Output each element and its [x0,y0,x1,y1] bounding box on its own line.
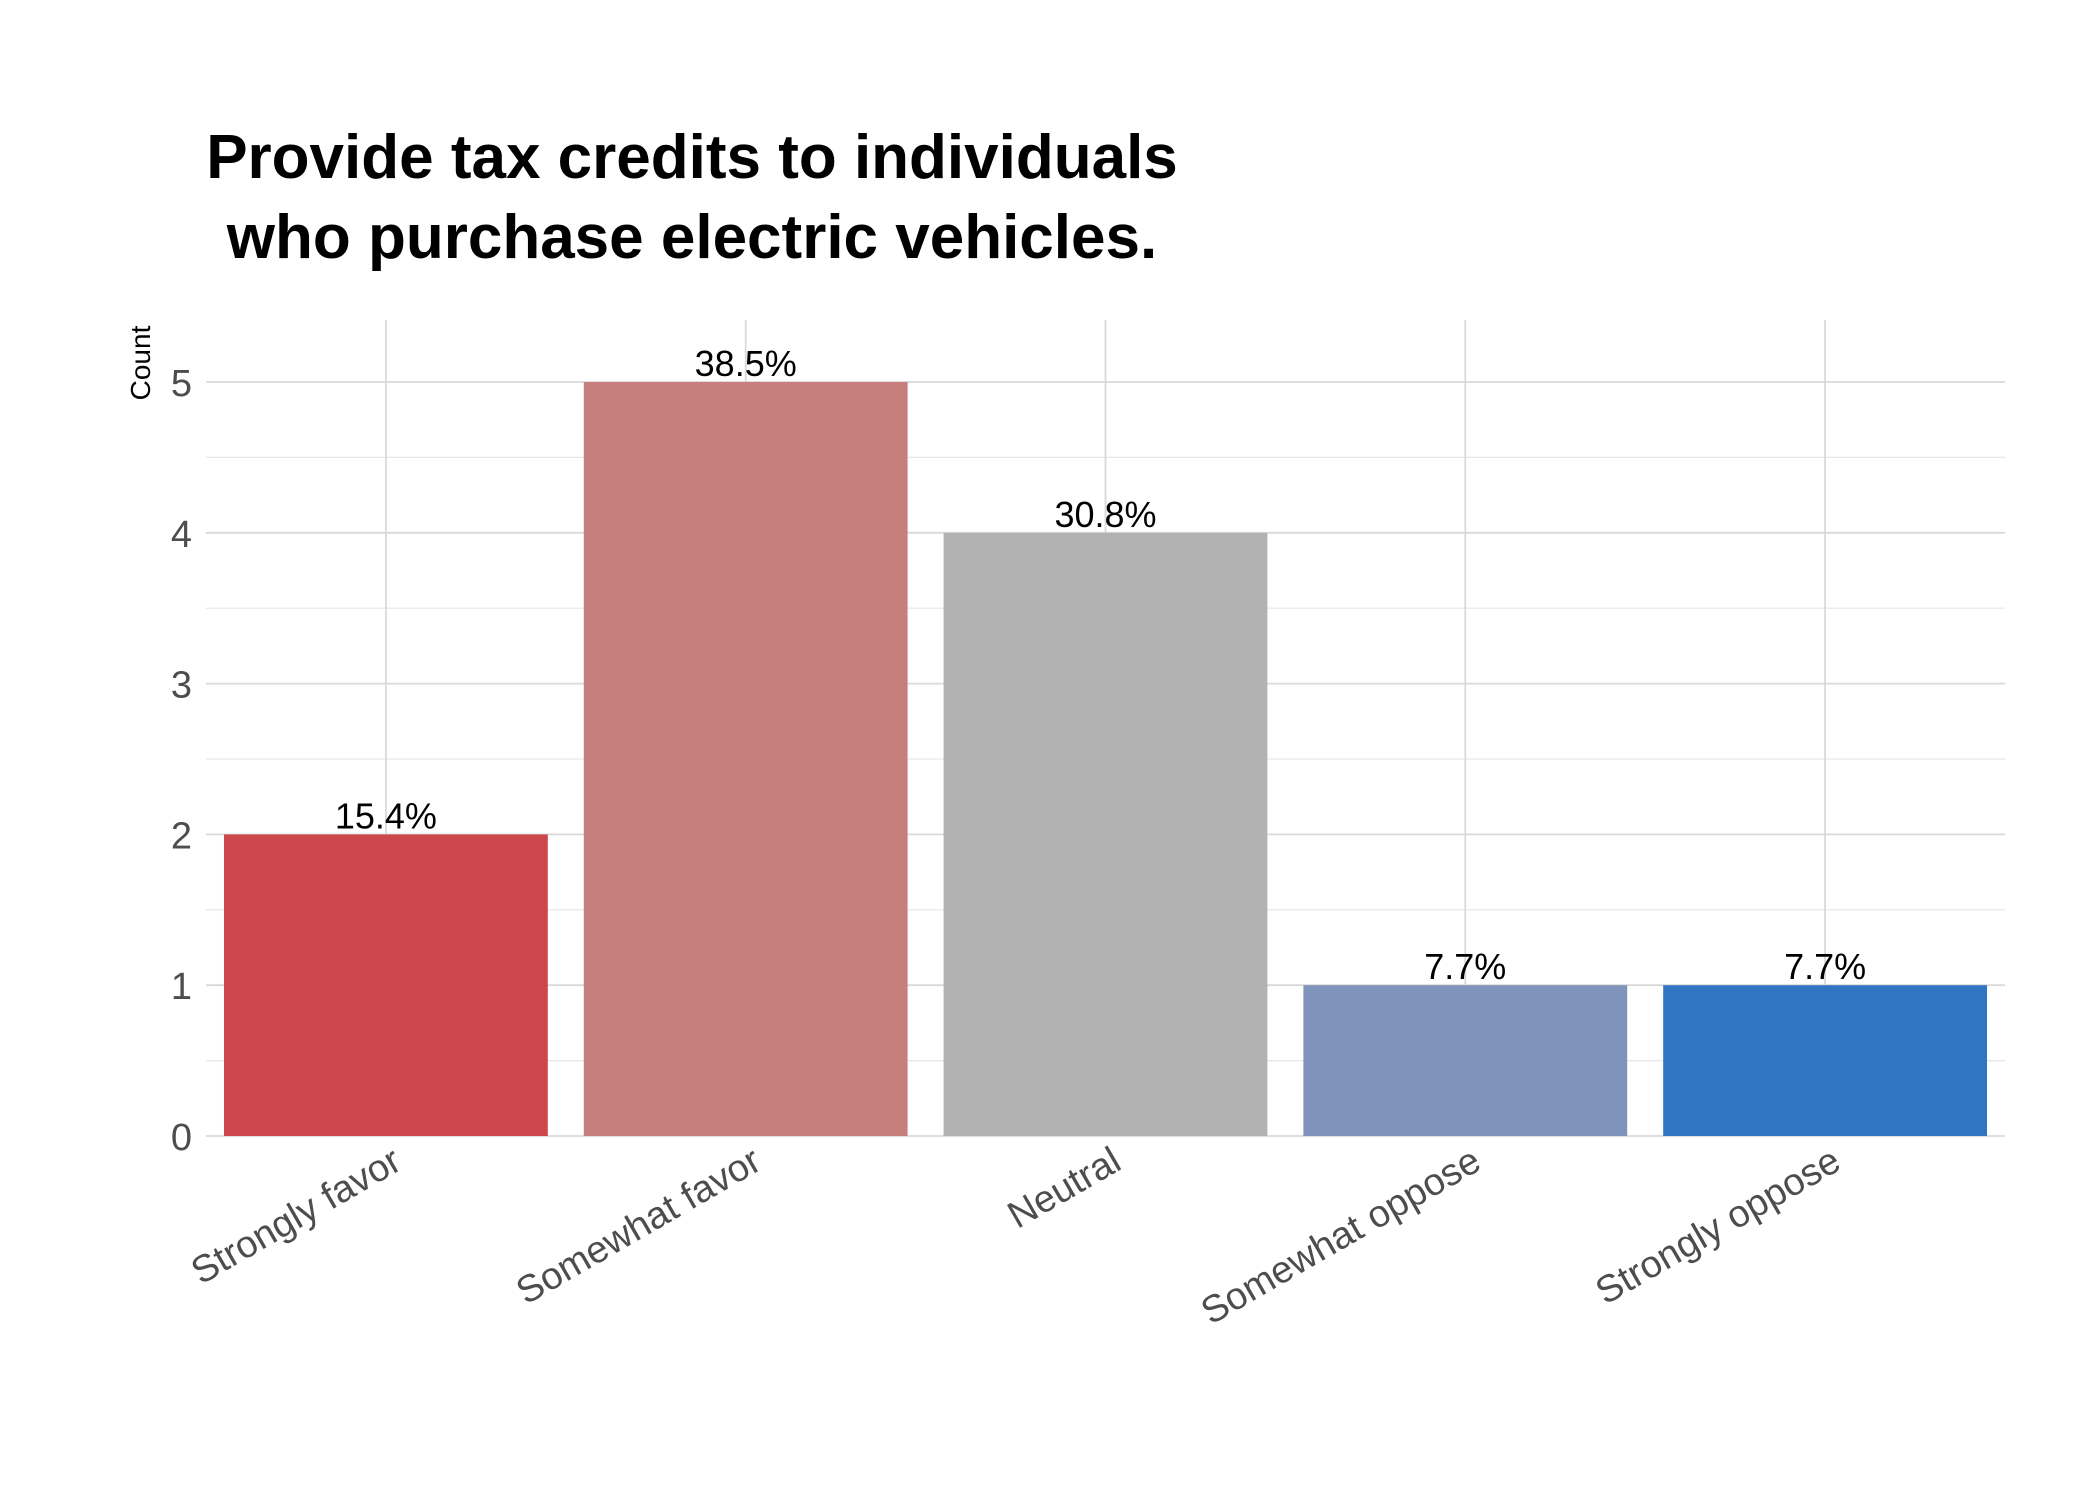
bar-value-label: 30.8% [1054,494,1156,535]
x-tick-label: Somewhat oppose [1194,1139,1488,1333]
y-tick-label: 4 [171,514,192,556]
y-tick-label: 1 [171,966,192,1008]
x-tick-label: Neutral [1001,1139,1128,1237]
y-tick-label: 3 [171,665,192,707]
bars [223,382,1988,1136]
bar-value-label: 38.5% [695,343,797,384]
y-tick-label: 5 [171,363,192,405]
bar [1663,985,1988,1136]
x-axis-ticks: Strongly favor Somewhat favor Neutral Somew… [184,1139,1847,1333]
bar-value-label: 7.7% [1784,946,1866,987]
bar-value-label: 15.4% [335,795,437,836]
y-axis-ticks: 0 1 2 3 4 5 [171,363,192,1159]
bar [223,834,548,1136]
bar [943,532,1268,1136]
chart-title-line-1: Provide tax credits to individuals [206,123,1178,192]
x-tick-label: Strongly favor [184,1139,408,1293]
x-tick-label: Somewhat favor [509,1139,768,1313]
x-tick-label: Strongly oppose [1589,1139,1848,1313]
y-tick-label: 2 [171,815,192,857]
bar [583,382,908,1136]
data-labels: 15.4% 38.5% 30.8% 7.7% 7.7% [335,343,1866,987]
bar [1303,985,1628,1136]
y-axis-label: Count [125,325,156,400]
bar-value-label: 7.7% [1424,946,1506,987]
chart-title-line-2: who purchase electric vehicles. [226,203,1157,272]
y-tick-label: 0 [171,1117,192,1159]
chart-title: Provide tax credits to individuals who p… [206,123,1178,272]
